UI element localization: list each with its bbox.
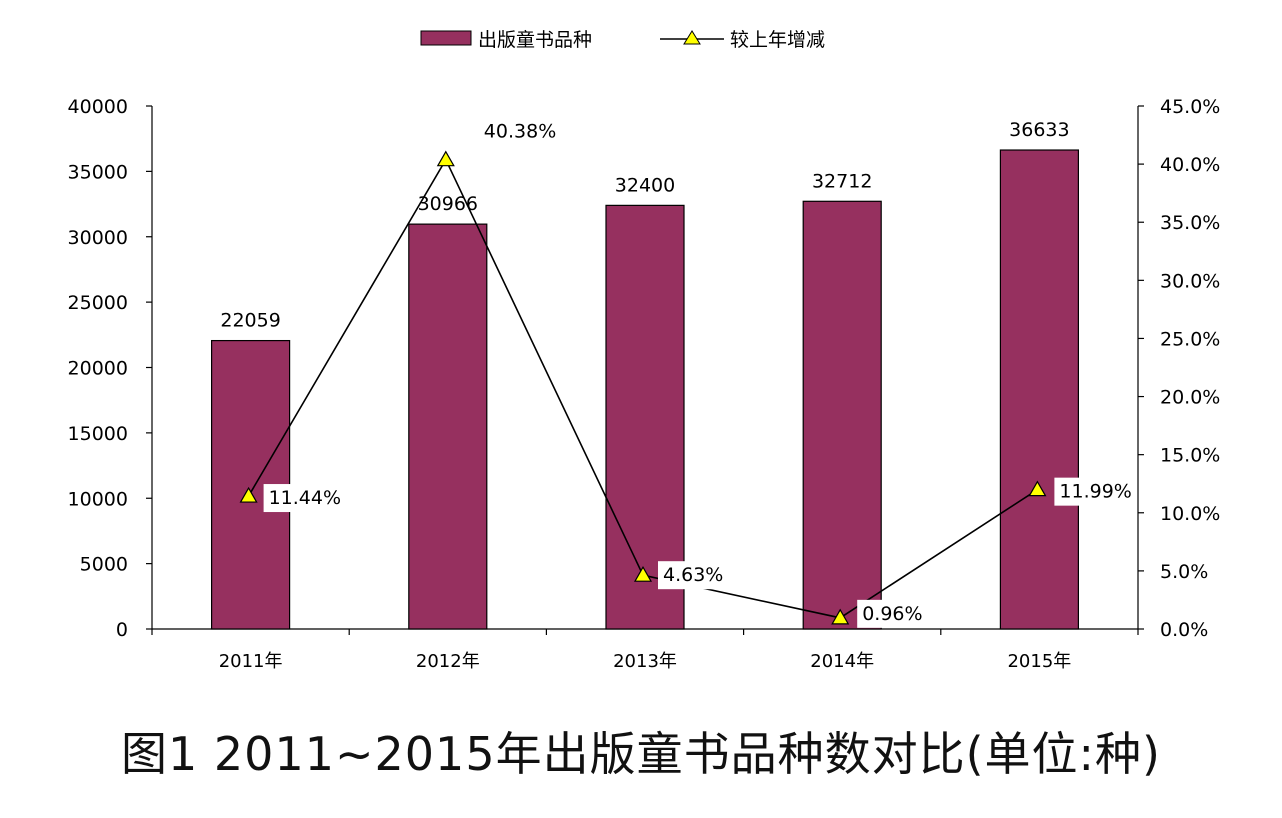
triangle-marker (239, 486, 258, 503)
x-tick-label: 2014年 (810, 651, 874, 672)
y-right-tick-label: 40.0% (1160, 154, 1220, 176)
line-data-label: 0.96% (862, 603, 922, 625)
line-data-label: 11.99% (1059, 481, 1131, 503)
triangle-marker (1028, 480, 1047, 497)
x-tick-label: 2011年 (219, 651, 283, 672)
line-data-label-box (1054, 477, 1134, 506)
y-right-tick-label: 15.0% (1160, 445, 1220, 467)
y-right-tick-label: 30.0% (1160, 270, 1220, 292)
y-left-tick-label: 20000 (68, 358, 128, 380)
y-right-tick-label: 35.0% (1160, 212, 1220, 234)
triangle-marker (436, 150, 455, 167)
line-data-label-box (478, 117, 558, 146)
bar (408, 223, 488, 630)
legend-bar-label: 出版童书品种 (478, 29, 592, 51)
bar-data-label: 32712 (812, 170, 872, 192)
line-data-label-box (658, 561, 726, 590)
x-tick-label: 2013年 (613, 651, 677, 672)
y-left-tick-label: 0 (116, 619, 128, 641)
line-data-label-box (857, 599, 925, 628)
y-left-tick-label: 5000 (80, 554, 128, 576)
x-tick-label: 2012年 (416, 651, 480, 672)
bar (999, 149, 1080, 630)
y-right-tick-label: 45.0% (1160, 96, 1220, 118)
figure-caption: 图1 2011~2015年出版童书品种数对比(单位:种) (121, 727, 1161, 781)
chart: 0 5000 10000 15000 20000 25000 30000 35000 40000… (68, 29, 1221, 672)
y-right-tick-label: 10.0% (1160, 503, 1220, 525)
y-left-tick-label: 35000 (68, 161, 128, 183)
bar-data-label: 30966 (418, 193, 478, 215)
y-right-tick-label: 0.0% (1160, 619, 1208, 641)
line-data-label: 4.63% (663, 564, 723, 586)
bar-data-label: 36633 (1009, 119, 1069, 141)
y-left-tick-label: 25000 (68, 292, 128, 314)
y-right-tick-label: 25.0% (1160, 328, 1220, 350)
bar-data-label: 32400 (615, 174, 675, 196)
triangle-marker (831, 608, 850, 625)
y-left-tick-label: 30000 (68, 227, 128, 249)
legend-bar-swatch (420, 30, 472, 46)
triangle-marker (633, 565, 653, 582)
legend-triangle-icon (683, 30, 701, 45)
y-left-tick-label: 15000 (68, 423, 128, 445)
bar (802, 200, 882, 630)
bar-data-label: 22059 (220, 310, 280, 332)
bar (605, 204, 685, 630)
line-data-label: 11.44% (269, 487, 341, 509)
y-right-tick-label: 5.0% (1160, 561, 1208, 583)
y-left-tick-label: 10000 (68, 488, 128, 510)
legend-line-label: 较上年增减 (730, 29, 825, 51)
line-data-label: 40.38% (484, 121, 556, 143)
x-tick-label: 2015年 (1007, 651, 1071, 672)
y-right-tick-label: 20.0% (1160, 387, 1220, 409)
y-left-tick-label: 40000 (68, 96, 128, 118)
line-data-label-box (263, 484, 343, 513)
